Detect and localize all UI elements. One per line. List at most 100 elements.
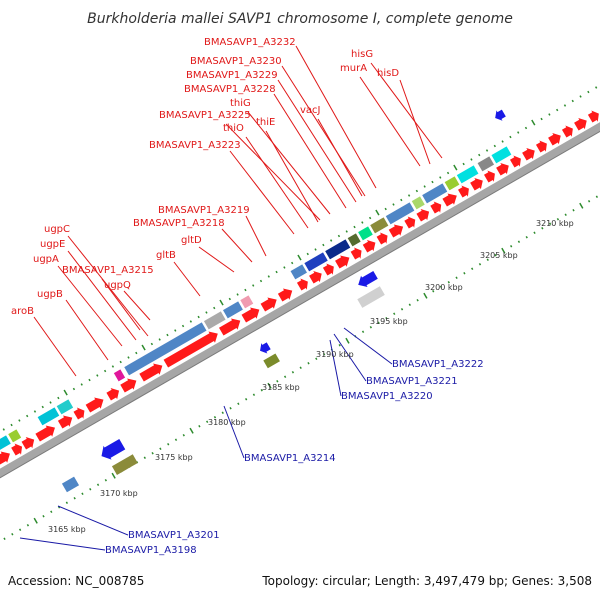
tick-mark bbox=[314, 248, 317, 251]
gene-label: hisD bbox=[377, 68, 399, 79]
accession-text: Accession: NC_008785 bbox=[8, 574, 145, 588]
forward-gene bbox=[362, 239, 376, 253]
tick-mark bbox=[297, 254, 302, 261]
gene-label: BMASAVP1_A3222 bbox=[392, 359, 484, 370]
gene-label: BMASAVP1_A3215 bbox=[62, 265, 154, 276]
tick-mark bbox=[252, 393, 256, 396]
feature-box bbox=[0, 434, 12, 453]
tick-mark bbox=[104, 478, 107, 482]
callout-line bbox=[67, 250, 137, 341]
tick-mark bbox=[423, 185, 426, 188]
tick-mark bbox=[197, 315, 200, 319]
tick-mark bbox=[206, 420, 209, 423]
tick-mark bbox=[439, 285, 443, 288]
tick-mark bbox=[377, 321, 380, 324]
forward-gene bbox=[241, 307, 260, 323]
feature-box bbox=[123, 321, 208, 377]
gene-label: thiE bbox=[256, 117, 275, 128]
tick-mark bbox=[509, 244, 513, 248]
callout-line bbox=[19, 537, 106, 551]
callout-line bbox=[370, 62, 443, 159]
gene-label: ugpC bbox=[44, 224, 70, 235]
tick-mark bbox=[517, 240, 521, 243]
tick-mark bbox=[236, 293, 239, 296]
tick-mark bbox=[579, 95, 582, 98]
feature-box bbox=[421, 182, 448, 205]
tick-mark bbox=[219, 299, 224, 306]
kbp-label: 3165 kbp bbox=[48, 525, 86, 534]
tick-track-upper bbox=[2, 86, 598, 431]
tick-mark bbox=[517, 131, 520, 134]
callout-line bbox=[229, 150, 295, 235]
gene-label: hisG bbox=[351, 49, 373, 60]
tick-mark bbox=[73, 496, 76, 500]
tick-mark bbox=[375, 209, 380, 216]
callout-line bbox=[273, 93, 347, 209]
tick-mark bbox=[392, 203, 395, 206]
tick-mark bbox=[345, 230, 348, 233]
tick-mark bbox=[181, 324, 185, 328]
tick-mark bbox=[494, 253, 497, 257]
forward-gene bbox=[309, 270, 322, 284]
tick-mark bbox=[501, 140, 504, 143]
tick-mark bbox=[103, 369, 107, 373]
feature-box bbox=[303, 251, 329, 273]
reverse-gene bbox=[495, 109, 506, 121]
tick-mark bbox=[283, 266, 286, 269]
tick-mark bbox=[252, 284, 255, 287]
tick-mark bbox=[509, 135, 512, 139]
tick-mark bbox=[81, 492, 84, 495]
tick-mark bbox=[548, 222, 552, 225]
tick-mark bbox=[315, 357, 318, 360]
tick-mark bbox=[166, 333, 169, 337]
tick-mark bbox=[531, 119, 536, 126]
tick-mark bbox=[143, 456, 146, 459]
forward-gene bbox=[442, 193, 457, 207]
forward-gene bbox=[106, 387, 120, 401]
tick-mark bbox=[127, 356, 130, 359]
tick-mark bbox=[572, 208, 575, 212]
forward-gene bbox=[11, 443, 23, 456]
kbp-label: 3190 kbp bbox=[316, 350, 354, 359]
forward-gene bbox=[430, 201, 442, 214]
callout-line bbox=[295, 45, 377, 189]
tick-mark bbox=[96, 374, 99, 377]
tick-mark bbox=[384, 207, 387, 211]
feature-box bbox=[444, 175, 461, 192]
forward-gene bbox=[404, 216, 416, 229]
tick-mark bbox=[63, 389, 68, 396]
tick-mark bbox=[587, 90, 590, 94]
forward-gene-labels: BMASAVP1_A3232 BMASAVP1_A3230 BMASAVP1_A… bbox=[11, 37, 399, 317]
feature-box bbox=[476, 155, 495, 173]
gene-label: BMASAVP1_A3230 bbox=[190, 56, 282, 67]
tick-mark bbox=[524, 126, 528, 130]
feature-box bbox=[357, 286, 385, 308]
feature-box bbox=[111, 454, 138, 475]
callout-line bbox=[329, 339, 342, 397]
forward-gene bbox=[260, 297, 277, 312]
tick-mark bbox=[439, 176, 442, 179]
tick-mark bbox=[18, 419, 21, 422]
tick-mark bbox=[369, 325, 373, 329]
callout-line bbox=[57, 265, 123, 347]
forward-gene bbox=[85, 397, 104, 413]
tick-mark bbox=[259, 279, 263, 283]
callout-line bbox=[225, 123, 321, 221]
tick-mark bbox=[228, 297, 231, 301]
gene-label: ugpQ bbox=[104, 280, 131, 291]
tick-mark bbox=[11, 532, 14, 536]
forward-gene bbox=[139, 363, 163, 382]
kbp-scale: 3165 kbp 3170 kbp 3175 kbp 3180 kbp 3185… bbox=[48, 219, 574, 534]
feature-box bbox=[7, 428, 22, 444]
feature-box bbox=[222, 300, 244, 320]
tick-mark bbox=[189, 320, 193, 323]
tick-mark bbox=[267, 275, 270, 278]
tick-mark bbox=[229, 406, 232, 410]
gene-label: BMASAVP1_A3214 bbox=[244, 453, 336, 464]
tick-mark bbox=[33, 517, 38, 524]
tick-mark bbox=[158, 338, 161, 341]
forward-gene bbox=[574, 117, 587, 131]
tick-mark bbox=[368, 216, 372, 220]
gene-label: BMASAVP1_A3223 bbox=[149, 140, 241, 151]
gene-label: murA bbox=[340, 63, 367, 74]
